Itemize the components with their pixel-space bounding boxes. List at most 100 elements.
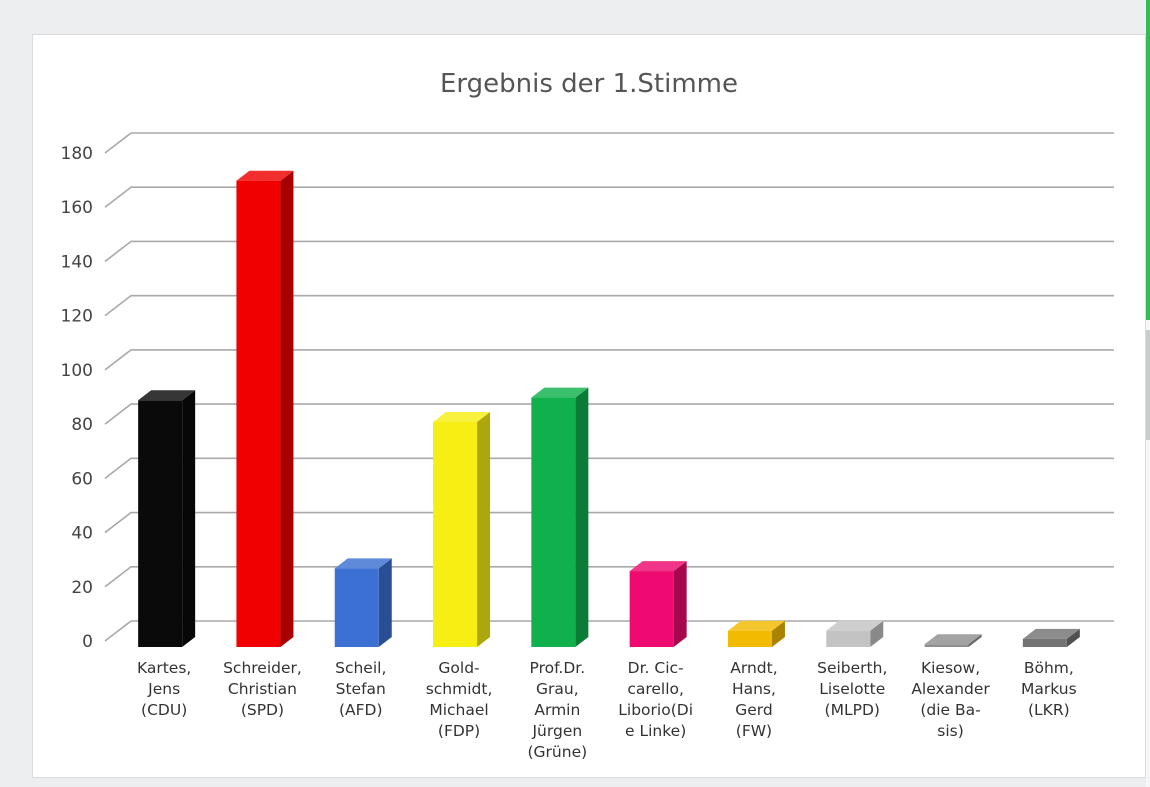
y-tick-label: 40 (71, 524, 93, 544)
bar-front-face (1022, 638, 1067, 647)
gridline (104, 565, 1114, 588)
bar-top-face (433, 411, 491, 422)
bar-front-face (236, 180, 281, 647)
y-tick-label: 80 (71, 415, 93, 435)
bar-side-face (870, 620, 884, 647)
x-tick-label: Schreider, Christian (SPD) (223, 659, 302, 719)
bar-side-face (477, 411, 491, 647)
bar-side-face (1066, 628, 1080, 647)
x-tick-label: Seiberth, Liselotte (MLPD) (817, 659, 887, 719)
chart-title: Ergebnis der 1.Stimme (440, 69, 738, 99)
gridline (104, 186, 1114, 208)
bar-front-face (924, 644, 969, 647)
bar (826, 620, 884, 647)
x-tick-label: Kiesow, Alexander (die Ba-sis) (911, 659, 990, 740)
right-edge-strip (1146, 0, 1150, 787)
bar-front-face (629, 571, 674, 647)
bar-side-face (575, 387, 589, 647)
y-tick-label: 140 (61, 252, 93, 272)
x-tick-label-line: Kiesow, (921, 659, 980, 677)
gridline (104, 403, 1114, 425)
x-axis-labels: Kartes, Jens (CDU) Schreider, Christian (SPD)… (137, 659, 1077, 761)
x-tick-label: Scheil, Stefan (AFD) (335, 659, 386, 719)
gridline (104, 457, 1114, 479)
x-tick-label: Arndt, Hans, Gerd (FW) (730, 659, 777, 740)
x-tick-label: Dr. Cic-carello, Liborio(Di e Linke) (618, 659, 693, 740)
bar-top-face (1022, 628, 1080, 639)
bar (531, 387, 589, 647)
bar-top-face (236, 170, 294, 181)
gridline (104, 349, 1114, 371)
x-tick-label-line: carello, (627, 680, 684, 698)
x-tick-label-line: Stefan (336, 680, 386, 698)
bar (334, 558, 392, 647)
bar-side-face (968, 634, 982, 647)
y-tick-label: 100 (61, 361, 93, 381)
gridline (104, 132, 1114, 154)
x-tick-label-line: (SPD) (241, 701, 284, 719)
bar-side-face (280, 170, 294, 647)
x-tick-label-line: e Linke) (625, 722, 686, 740)
bar-top-face (334, 558, 392, 569)
y-tick-label: 0 (82, 632, 93, 652)
y-axis-ticks: 0 20 40 60 80 100 120 140 160 180 (61, 144, 93, 652)
bar-side-face (378, 558, 392, 647)
bar-top-face (924, 634, 982, 645)
x-tick-label-line: Markus (1021, 680, 1077, 698)
gridline (104, 620, 1114, 642)
x-tick-label-line: Gold- (438, 659, 479, 677)
y-tick-label: 160 (61, 198, 93, 218)
x-tick-label-line: Alexander (911, 680, 990, 698)
x-tick-label-line: schmidt, (426, 680, 493, 698)
x-tick-label: Gold-schmidt, Michael (FDP) (426, 659, 493, 740)
bar (433, 411, 491, 647)
bar-side-face (182, 390, 196, 647)
x-tick-label-line: sis) (937, 722, 964, 740)
x-tick-label-line: Arndt, (730, 659, 777, 677)
chart-card: 0 20 40 60 80 100 120 140 160 180 Kartes, Jens (CDU… (32, 34, 1146, 778)
bar (629, 561, 687, 647)
x-tick-label-line: (AFD) (339, 701, 383, 719)
bar-front-face (433, 421, 478, 647)
x-tick-label-line: (die Ba- (920, 701, 980, 719)
x-tick-label-line: Schreider, (223, 659, 302, 677)
x-tick-label: Böhm, Markus (LKR) (1021, 659, 1077, 719)
x-tick-label-line: Christian (228, 680, 297, 698)
bar-side-face (771, 620, 785, 647)
x-tick-label-line: Grau, (536, 680, 579, 698)
y-tick-label: 60 (71, 469, 93, 489)
bar-side-face (673, 561, 687, 647)
y-tick-label: 180 (61, 144, 93, 164)
x-tick-label-line: Böhm, (1024, 659, 1074, 677)
x-tick-label: Prof.Dr. Grau, Armin Jürgen (Grüne) (528, 659, 588, 761)
x-tick-label-line: (FDP) (438, 722, 480, 740)
x-tick-label-line: Gerd (735, 701, 773, 719)
bar-front-face (826, 630, 871, 647)
bar-top-face (629, 561, 687, 572)
gridline (104, 294, 1114, 317)
bar (138, 390, 196, 647)
bar-front-face (334, 568, 379, 647)
bar-chart: 0 20 40 60 80 100 120 140 160 180 Kartes, Jens (CDU… (61, 69, 1114, 761)
x-tick-label-line: Jens (147, 680, 180, 698)
x-tick-label-line: Liborio(Di (618, 701, 693, 719)
y-tick-label: 120 (61, 307, 93, 327)
x-tick-label-line: (Grüne) (528, 743, 588, 761)
x-tick-label-line: Kartes, (137, 659, 191, 677)
bar-front-face (727, 630, 772, 647)
x-tick-label-line: (LKR) (1028, 701, 1070, 719)
bar (924, 634, 982, 647)
x-tick-label-line: Hans, (732, 680, 776, 698)
x-tick-label-line: Dr. Cic- (628, 659, 684, 677)
x-tick-label-line: Prof.Dr. (530, 659, 586, 677)
gridlines (104, 132, 1114, 642)
x-tick-label-line: (FW) (736, 722, 772, 740)
bar-top-face (826, 620, 884, 631)
gridline (104, 240, 1114, 263)
x-tick-label: Kartes, Jens (CDU) (137, 659, 191, 719)
y-tick-label: 20 (71, 578, 93, 598)
bar (727, 620, 785, 647)
bar-top-face (138, 390, 196, 401)
bar (236, 170, 294, 647)
bars (138, 170, 1080, 647)
